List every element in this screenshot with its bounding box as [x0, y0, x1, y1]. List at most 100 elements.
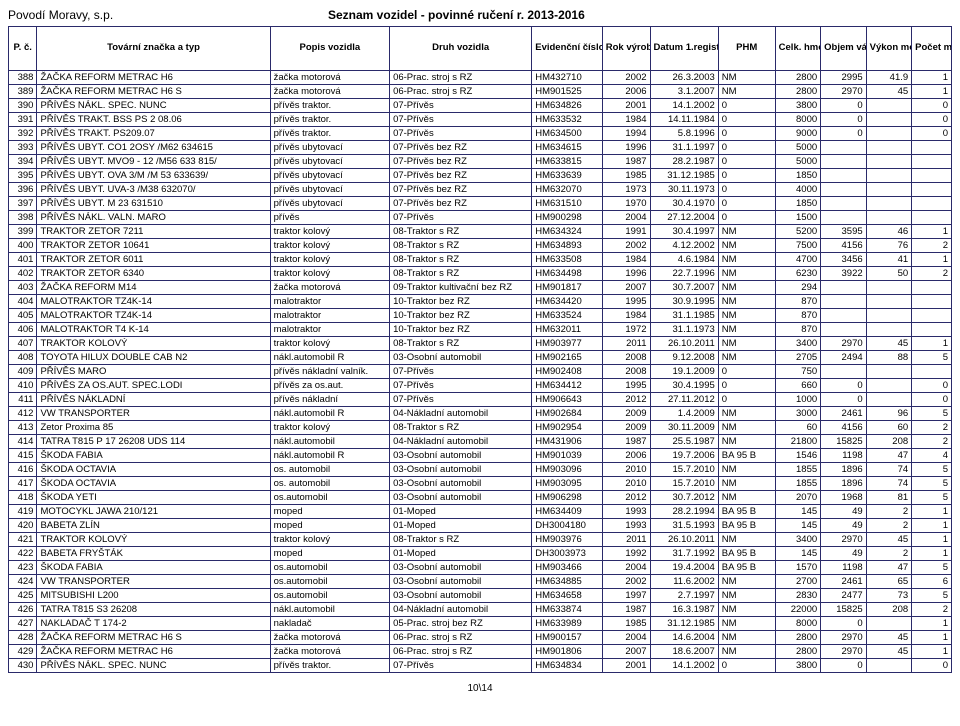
table-cell: PŘÍVĚS TRAKT. PS209.07 [37, 127, 270, 141]
page-number: 10\14 [8, 683, 952, 694]
table-cell: žačka motorová [270, 281, 389, 295]
table-cell: 31.1.1973 [650, 323, 718, 337]
table-cell: NM [718, 617, 775, 631]
table-cell: 19.7.2006 [650, 449, 718, 463]
table-cell: 1985 [602, 617, 650, 631]
document-title: Seznam vozidel - povinné ručení r. 2013-… [328, 8, 585, 22]
table-cell: 2004 [602, 211, 650, 225]
table-cell: 406 [9, 323, 37, 337]
table-cell: 21800 [775, 435, 821, 449]
table-cell: 07-Přívěs bez RZ [390, 197, 532, 211]
table-cell: MITSUBISHI L200 [37, 589, 270, 603]
table-row: 405MALOTRAKTOR TZ4K-14malotraktor10-Trak… [9, 309, 952, 323]
table-cell: 2002 [602, 575, 650, 589]
table-cell: HM633874 [532, 603, 603, 617]
table-cell: 2970 [821, 631, 867, 645]
table-row: 392PŘÍVĚS TRAKT. PS209.07přívěs traktor.… [9, 127, 952, 141]
table-cell: 1 [912, 533, 952, 547]
table-cell: 10-Traktor bez RZ [390, 309, 532, 323]
table-cell: moped [270, 505, 389, 519]
table-cell: HM901039 [532, 449, 603, 463]
table-cell: TOYOTA HILUX DOUBLE CAB N2 [37, 351, 270, 365]
table-cell: HM634409 [532, 505, 603, 519]
table-cell: 07-Přívěs bez RZ [390, 183, 532, 197]
table-cell: žačka motorová [270, 71, 389, 85]
table-cell: 2006 [602, 449, 650, 463]
table-row: 398PŘÍVĚS NÁKL. VALN. MAROpřívěs07-Přívě… [9, 211, 952, 225]
table-row: 410PŘÍVĚS ZA OS.AUT. SPEC.LODIpřívěs za … [9, 379, 952, 393]
table-cell: HM903976 [532, 533, 603, 547]
table-cell [912, 281, 952, 295]
table-cell: 2461 [821, 575, 867, 589]
table-cell: moped [270, 547, 389, 561]
table-row: 415ŠKODA FABIAnákl.automobil R03-Osobní … [9, 449, 952, 463]
table-cell: 4000 [775, 183, 821, 197]
table-cell: 390 [9, 99, 37, 113]
table-cell: 1000 [775, 393, 821, 407]
table-cell: 2970 [821, 533, 867, 547]
table-cell: 424 [9, 575, 37, 589]
table-cell: 389 [9, 85, 37, 99]
table-cell: 0 [821, 127, 867, 141]
table-cell: BA 95 B [718, 547, 775, 561]
table-cell: 0 [718, 211, 775, 225]
table-cell: HM902954 [532, 421, 603, 435]
table-cell [866, 309, 912, 323]
table-row: 408TOYOTA HILUX DOUBLE CAB N2nákl.automo… [9, 351, 952, 365]
table-cell: 2700 [775, 575, 821, 589]
table-cell: 1850 [775, 169, 821, 183]
table-cell: 870 [775, 295, 821, 309]
table-cell: 2002 [602, 71, 650, 85]
table-row: 393PŘÍVĚS UBYT. CO1 2OSY /M62 634615přív… [9, 141, 952, 155]
table-cell: 2 [866, 505, 912, 519]
table-row: 403ŽAČKA REFORM M14žačka motorová09-Trak… [9, 281, 952, 295]
table-cell: HM903466 [532, 561, 603, 575]
table-cell: VW TRANSPORTER [37, 407, 270, 421]
table-cell: 03-Osobní automobil [390, 463, 532, 477]
table-cell [821, 211, 867, 225]
table-cell: 03-Osobní automobil [390, 589, 532, 603]
table-cell: 2830 [775, 589, 821, 603]
table-cell: 4156 [821, 239, 867, 253]
table-cell: 11.6.2002 [650, 575, 718, 589]
table-cell: 5200 [775, 225, 821, 239]
table-cell: 1855 [775, 463, 821, 477]
table-cell: 2494 [821, 351, 867, 365]
table-cell: NM [718, 589, 775, 603]
table-cell: HM900157 [532, 631, 603, 645]
table-cell: 5 [912, 407, 952, 421]
table-row: 391PŘÍVĚS TRAKT. BSS PS 2 08.06přívěs tr… [9, 113, 952, 127]
table-cell: HM634826 [532, 99, 603, 113]
table-cell: 2011 [602, 533, 650, 547]
table-cell: 388 [9, 71, 37, 85]
table-cell: 5 [912, 491, 952, 505]
table-cell [821, 169, 867, 183]
table-cell: HM901806 [532, 645, 603, 659]
col-weight: Celk. hmot. (kg) [775, 27, 821, 71]
table-cell: 2705 [775, 351, 821, 365]
table-cell: 145 [775, 505, 821, 519]
table-cell: 3922 [821, 267, 867, 281]
table-cell: 393 [9, 141, 37, 155]
table-cell: 412 [9, 407, 37, 421]
table-cell: přívěs traktor. [270, 99, 389, 113]
table-cell: 2461 [821, 407, 867, 421]
table-cell: 45 [866, 533, 912, 547]
table-cell: přívěs nákladní [270, 393, 389, 407]
table-cell: 0 [821, 99, 867, 113]
table-cell: 03-Osobní automobil [390, 477, 532, 491]
table-cell [821, 365, 867, 379]
table-cell: 03-Osobní automobil [390, 575, 532, 589]
table-cell: žačka motorová [270, 631, 389, 645]
table-cell: 0 [912, 659, 952, 673]
table-cell: 2.7.1997 [650, 589, 718, 603]
table-cell: PŘÍVĚS UBYT. MVO9 - 12 /M56 633 815/ [37, 155, 270, 169]
table-row: 394PŘÍVĚS UBYT. MVO9 - 12 /M56 633 815/p… [9, 155, 952, 169]
table-cell: 7500 [775, 239, 821, 253]
table-cell: 0 [821, 659, 867, 673]
table-cell [821, 295, 867, 309]
col-row-num: P. č. [9, 27, 37, 71]
table-cell: TRAKTOR ZETOR 6340 [37, 267, 270, 281]
table-cell: 07-Přívěs [390, 365, 532, 379]
table-cell: 04-Nákladní automobil [390, 435, 532, 449]
